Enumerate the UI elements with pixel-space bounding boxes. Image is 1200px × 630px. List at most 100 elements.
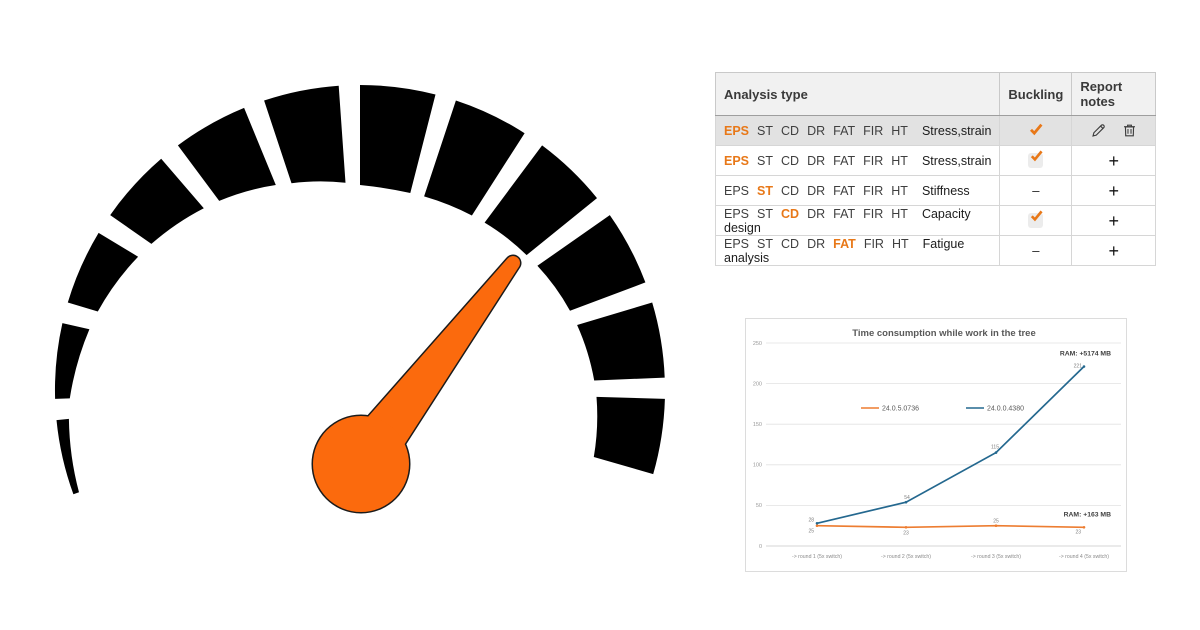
table-row[interactable]: EPS ST CD DR FAT FIR HT Stiffness – + xyxy=(714,175,1157,206)
analysis-token[interactable]: HT xyxy=(891,236,909,251)
col-header-report-notes: Report notes xyxy=(1071,72,1157,116)
analysis-token-active[interactable]: CD xyxy=(781,206,800,221)
analysis-table-body: EPS ST CD DR FAT FIR HT Stress,strain EPS ST CD DR F… xyxy=(714,115,1157,266)
table-row[interactable]: EPS ST CD DR FAT FIR HT Stress,strain xyxy=(714,115,1157,146)
table-row[interactable]: EPS ST CD DR FAT FIR HT Stress,strain + xyxy=(714,145,1157,176)
analysis-token[interactable]: FIR xyxy=(863,183,884,198)
gauge-segment xyxy=(264,85,346,184)
analysis-token[interactable]: ST xyxy=(757,153,773,168)
buckling-cell[interactable]: – xyxy=(999,175,1073,206)
analysis-token[interactable]: DR xyxy=(807,123,826,138)
svg-text:200: 200 xyxy=(753,381,762,387)
svg-text:150: 150 xyxy=(753,422,762,428)
analysis-token[interactable]: DR xyxy=(807,153,826,168)
analysis-token[interactable]: FIR xyxy=(863,206,884,221)
svg-text:RAM: +163 MB: RAM: +163 MB xyxy=(1064,511,1111,518)
analysis-token-active[interactable]: ST xyxy=(757,183,773,198)
plus-icon[interactable]: + xyxy=(1108,180,1120,201)
analysis-token[interactable]: CD xyxy=(781,153,800,168)
analysis-token[interactable]: FAT xyxy=(833,153,856,168)
svg-text:28: 28 xyxy=(808,517,814,523)
analysis-token[interactable]: EPS xyxy=(724,206,750,221)
analysis-type-cell[interactable]: EPS ST CD DR FAT FIR HT Fatigue analysis xyxy=(714,235,1001,266)
svg-text:-> round 1 (5x switch): -> round 1 (5x switch) xyxy=(792,554,842,560)
analysis-token[interactable]: FAT xyxy=(833,123,856,138)
report-notes-cell[interactable]: + xyxy=(1071,145,1157,176)
plus-icon[interactable]: + xyxy=(1108,240,1120,261)
svg-text:Time consumption while work in: Time consumption while work in the tree xyxy=(852,328,1036,339)
analysis-token[interactable]: ST xyxy=(757,123,773,138)
analysis-token[interactable]: HT xyxy=(891,123,908,138)
analysis-table-wrap: Analysis type Buckling Report notes EPS S… xyxy=(714,72,1157,266)
svg-text:0: 0 xyxy=(759,544,762,550)
col-header-buckling: Buckling xyxy=(999,72,1073,116)
svg-text:221: 221 xyxy=(1074,364,1083,370)
table-row[interactable]: EPS ST CD DR FAT FIR HT Capacity design + xyxy=(714,205,1157,236)
buckling-checkbox[interactable] xyxy=(1028,150,1044,169)
buckling-dash: – xyxy=(1032,243,1040,258)
buckling-cell[interactable] xyxy=(999,145,1073,176)
analysis-type-cell[interactable]: EPS ST CD DR FAT FIR HT Stress,strain xyxy=(714,115,1001,146)
analysis-token[interactable]: FIR xyxy=(863,153,884,168)
analysis-token-active[interactable]: FAT xyxy=(833,236,856,251)
buckling-dash: – xyxy=(1032,183,1040,198)
analysis-token[interactable]: DR xyxy=(807,236,826,251)
analysis-token[interactable]: DR xyxy=(807,183,826,198)
table-row[interactable]: EPS ST CD DR FAT FIR HT Fatigue analysis – + xyxy=(714,235,1157,266)
report-notes-cell[interactable]: + xyxy=(1071,175,1157,206)
report-notes-cell[interactable]: + xyxy=(1071,205,1157,236)
buckling-cell[interactable]: – xyxy=(999,235,1073,266)
gauge-segment xyxy=(110,158,204,244)
analysis-token[interactable]: DR xyxy=(807,206,826,221)
analysis-token[interactable]: CD xyxy=(781,123,800,138)
analysis-token[interactable]: FAT xyxy=(833,206,856,221)
report-notes-cell[interactable]: + xyxy=(1071,235,1157,266)
analysis-token[interactable]: CD xyxy=(781,236,800,251)
plus-icon[interactable]: + xyxy=(1108,150,1120,171)
analysis-token[interactable]: FIR xyxy=(863,236,884,251)
analysis-token[interactable]: CD xyxy=(781,183,800,198)
analysis-token[interactable]: HT xyxy=(891,183,908,198)
svg-text:25: 25 xyxy=(808,529,814,535)
gauge-segment xyxy=(56,418,79,495)
analysis-token[interactable]: FAT xyxy=(833,183,856,198)
analysis-token-active[interactable]: EPS xyxy=(724,153,750,168)
svg-text:115: 115 xyxy=(991,445,999,451)
svg-text:250: 250 xyxy=(753,341,762,347)
svg-text:RAM: +5174 MB: RAM: +5174 MB xyxy=(1060,351,1111,358)
analysis-token[interactable]: FIR xyxy=(863,123,884,138)
gauge-segment xyxy=(484,145,597,256)
gauge-segment xyxy=(593,396,665,475)
pencil-icon[interactable] xyxy=(1090,122,1107,139)
check-icon xyxy=(1029,123,1043,136)
analysis-token[interactable]: HT xyxy=(891,206,908,221)
plus-icon[interactable]: + xyxy=(1108,210,1120,231)
svg-text:23: 23 xyxy=(903,530,909,536)
svg-text:50: 50 xyxy=(756,503,762,509)
trash-icon[interactable] xyxy=(1121,122,1138,139)
gauge-segment xyxy=(360,85,436,193)
gauge-segment xyxy=(577,302,665,381)
svg-text:-> round 3 (5x switch): -> round 3 (5x switch) xyxy=(971,554,1021,560)
analysis-token[interactable]: EPS xyxy=(724,236,750,251)
buckling-cell[interactable] xyxy=(999,115,1073,146)
analysis-token[interactable]: HT xyxy=(891,153,908,168)
svg-text:23: 23 xyxy=(1075,529,1081,535)
analysis-token-active[interactable]: EPS xyxy=(724,123,750,138)
analysis-token[interactable]: ST xyxy=(757,236,773,251)
analysis-label: Capacity design xyxy=(724,206,971,235)
analysis-type-cell[interactable]: EPS ST CD DR FAT FIR HT Stress,strain xyxy=(714,145,1001,176)
buckling-cell[interactable] xyxy=(999,205,1073,236)
svg-text:25: 25 xyxy=(993,519,999,525)
buckling-checkbox[interactable] xyxy=(1028,210,1044,229)
check-icon xyxy=(1031,150,1043,162)
report-notes-cell[interactable] xyxy=(1071,115,1157,146)
analysis-type-cell[interactable]: EPS ST CD DR FAT FIR HT Stiffness xyxy=(714,175,1001,206)
analysis-token[interactable]: ST xyxy=(757,206,773,221)
analysis-token[interactable]: EPS xyxy=(724,183,750,198)
analysis-type-cell[interactable]: EPS ST CD DR FAT FIR HT Capacity design xyxy=(714,205,1001,236)
time-consumption-chart-svg: 0 50 100 150 200 250 Time consumption while wo… xyxy=(753,328,1121,560)
analysis-label: Stress,strain xyxy=(921,153,992,168)
check-icon xyxy=(1031,210,1043,222)
